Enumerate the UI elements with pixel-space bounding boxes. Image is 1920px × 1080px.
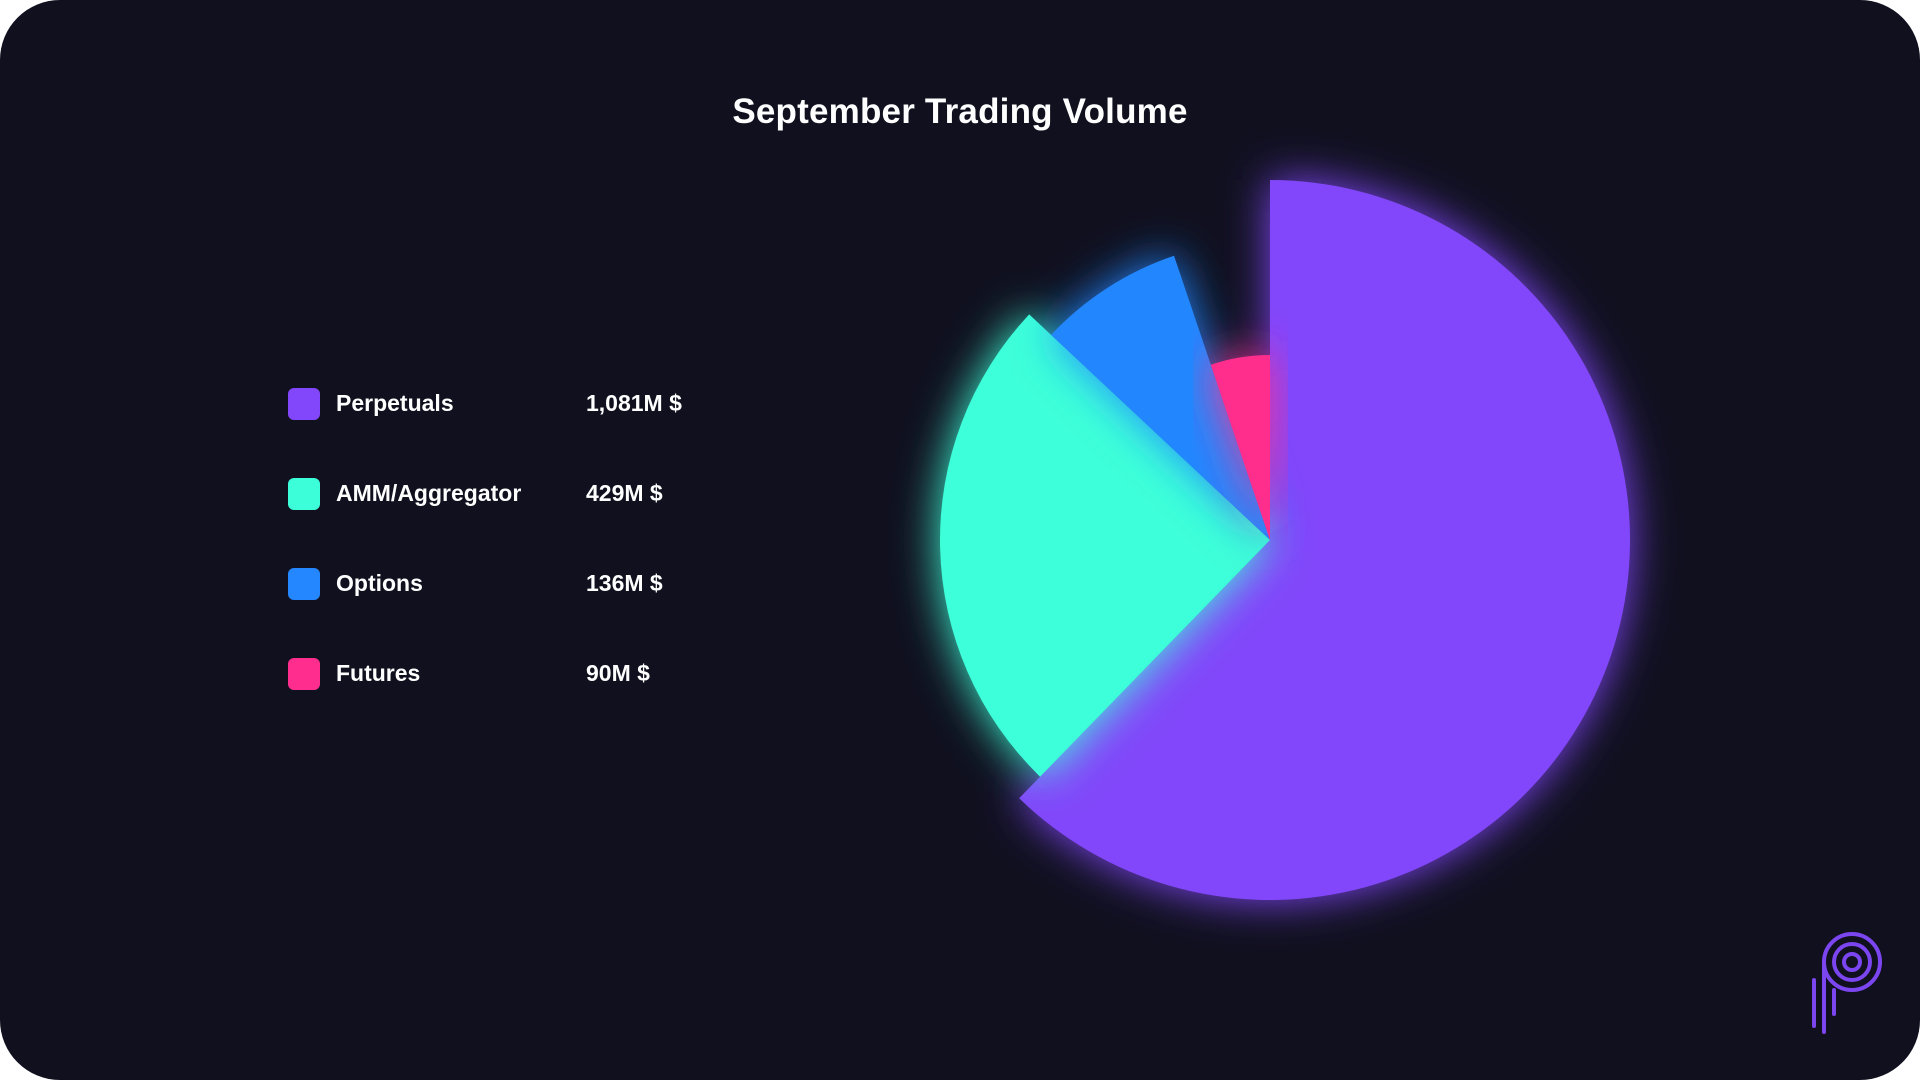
pie-slice-options (1051, 255, 1270, 540)
legend-label-perpetuals: Perpetuals (336, 390, 454, 416)
legend-value-perpetuals: 1,081M $ (586, 390, 682, 416)
pie-slice-amm-aggregator (940, 314, 1270, 777)
legend-swatch-options (288, 568, 320, 600)
legend-swatch-amm-aggregator (288, 478, 320, 510)
pie-slice-perpetuals (1019, 180, 1630, 900)
legend-value-amm-aggregator: 429M $ (586, 480, 663, 506)
legend-swatch-perpetuals (288, 388, 320, 420)
legend-swatch-futures (288, 658, 320, 690)
legend-item-amm-aggregator: AMM/Aggregator 429M $ (288, 478, 748, 510)
legend-value-options: 136M $ (586, 570, 663, 596)
legend-value-futures: 90M $ (586, 660, 650, 686)
legend-label-options: Options (336, 570, 423, 596)
pie-slices (940, 180, 1630, 900)
legend-item-futures: Futures 90M $ (288, 658, 748, 690)
legend-label-futures: Futures (336, 660, 421, 686)
legend-label-amm-aggregator: AMM/Aggregator (336, 480, 522, 506)
legend-item-options: Options 136M $ (288, 568, 748, 600)
legend-item-perpetuals: Perpetuals 1,081M $ (288, 388, 748, 420)
chart-title: September Trading Volume (732, 92, 1188, 131)
brand-p-logo-icon (1812, 932, 1882, 1034)
pie-slice-futures (1210, 355, 1270, 540)
